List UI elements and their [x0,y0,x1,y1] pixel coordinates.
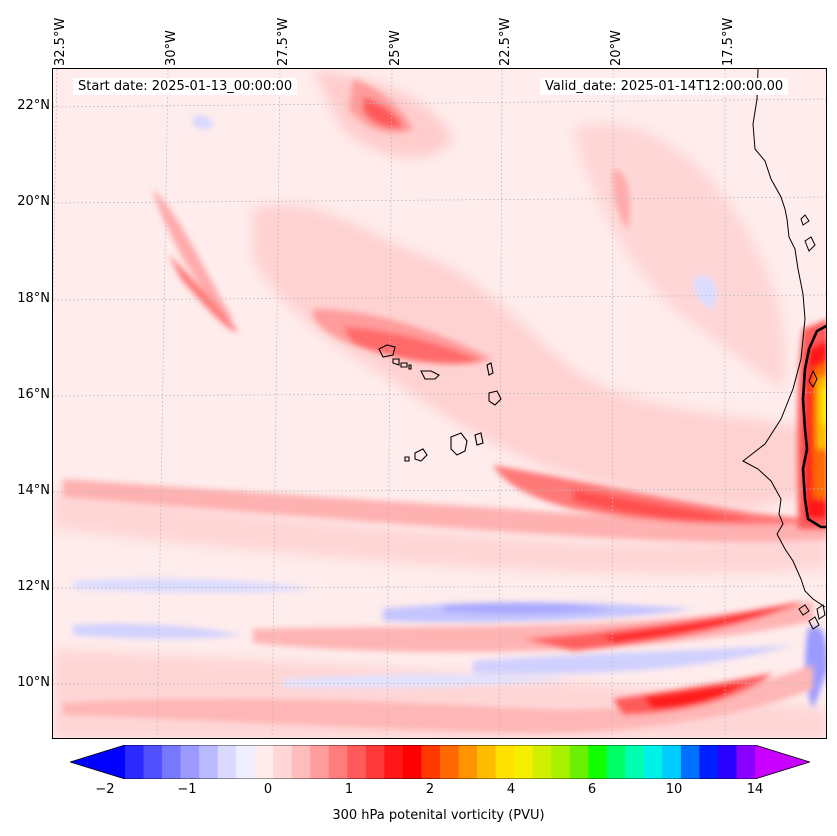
coastline [742,69,826,630]
colorbar-cell [662,745,682,779]
colorbar-tick-minus1: −1 [177,782,197,797]
colorbar-under-arrow [70,745,125,779]
pv-2pvu-contour [801,324,826,529]
lon-label-22-5w: 22.5°W [498,17,513,66]
colorbar-cell [310,745,330,779]
pv-map[interactable] [52,68,827,739]
colorbar-cell [217,745,237,779]
lon-label-20w: 20°W [609,30,624,66]
colorbar-cell [606,745,626,779]
colorbar-cell [402,745,423,779]
colorbar-cell [625,745,645,779]
colorbar-cell [125,745,145,779]
colorbar-tick-4: 4 [506,782,516,797]
colorbar-cell [569,745,589,779]
colorbar-cell [736,745,756,779]
lat-label-22n: 22°N [17,98,50,113]
colorbar-cell [643,745,663,779]
lon-label-32-5w: 32.5°W [53,17,68,66]
colorbar-cell [440,745,460,779]
pv-contour-detail [808,369,818,388]
colorbar-tick-1: 1 [344,782,354,797]
colorbar-cell [199,745,219,779]
colorbar-cell [477,745,497,779]
colorbar-cell [143,745,163,779]
lon-label-27-5w: 27.5°W [276,17,291,66]
colorbar-cell [180,745,200,779]
colorbar-tick-14: 14 [746,782,764,797]
colorbar-over-arrow [755,745,810,779]
colorbar-cell [551,745,571,779]
colorbar-tick-2: 2 [425,782,435,797]
lat-label-18n: 18°N [17,291,50,306]
colorbar-cell [291,745,311,779]
lon-label-25w: 25°W [388,30,403,66]
colorbar-label: 300 hPa potenital vorticity (PVU) [332,808,545,823]
start-date-label: Start date: 2025-01-13_00:00:00 [73,78,298,95]
pv-negative-bands [73,115,826,709]
colorbar-tick-10: 10 [665,782,683,797]
colorbar-cell [532,745,552,779]
colorbar-cell [365,745,386,779]
colorbar-tick-minus2: −2 [95,782,115,797]
colorbar-cell [717,745,738,779]
valid-date-label: Valid_date: 2025-01-14T12:00:00.00 [540,78,789,95]
colorbar-tick-6: 6 [587,782,597,797]
cape-verde-islands [378,344,502,462]
colorbar [70,745,810,779]
colorbar-cell [699,745,719,779]
graticule [53,69,826,738]
lon-label-17-5w: 17.5°W [721,17,736,66]
colorbar-cell [514,745,534,779]
pv-contour-field [53,69,826,738]
colorbar-cell [495,745,515,779]
colorbar-cell [273,745,293,779]
colorbar-cell [347,745,367,779]
pv-positive-streaks [63,79,826,733]
colorbar-cell [236,745,256,779]
lat-label-12n: 12°N [17,579,50,594]
colorbar-cell [328,745,348,779]
colorbar-cell [458,745,478,779]
colorbar-cell [384,745,404,779]
lat-label-20n: 20°N [17,194,50,209]
colorbar-cell [680,745,701,779]
colorbar-cells [125,745,756,779]
colorbar-cell [254,745,274,779]
lat-label-10n: 10°N [17,675,50,690]
lon-label-30w: 30°W [164,30,179,66]
colorbar-tick-0: 0 [263,782,273,797]
colorbar-cell [421,745,441,779]
lat-label-16n: 16°N [17,387,50,402]
lat-label-14n: 14°N [17,483,50,498]
colorbar-cell [588,745,608,779]
colorbar-cell [162,745,182,779]
